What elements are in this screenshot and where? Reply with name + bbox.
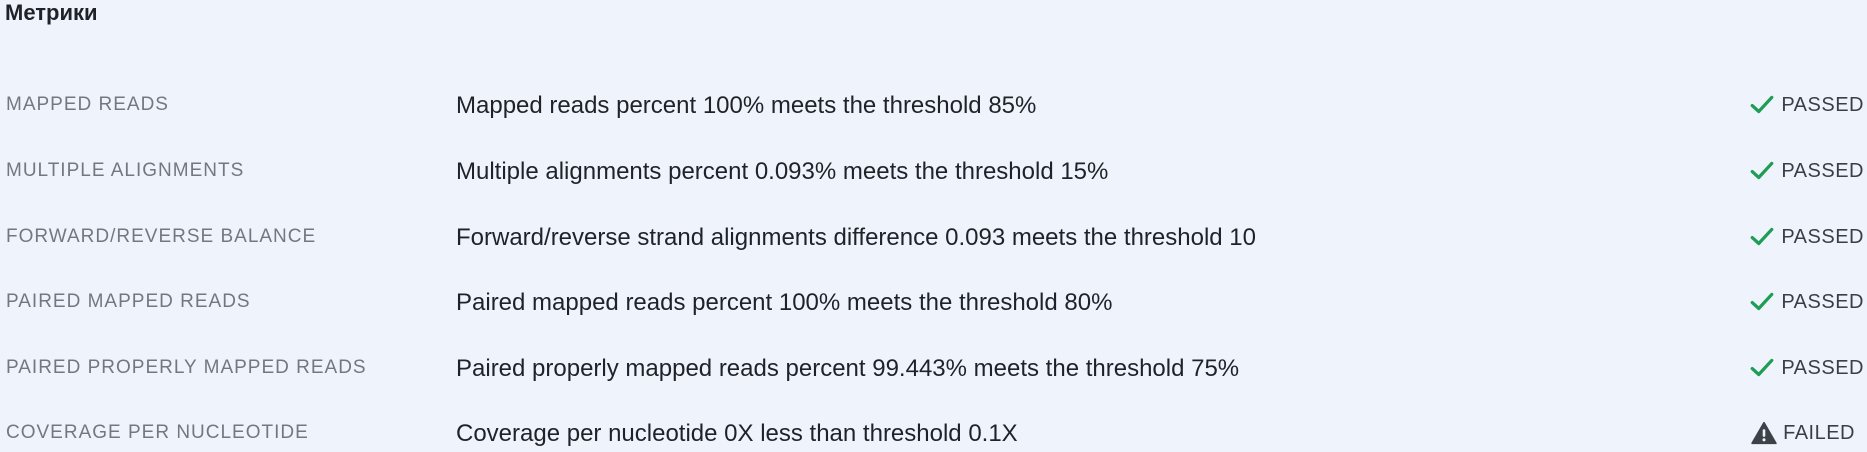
- metric-row-mapped-reads: MAPPED READS Mapped reads percent 100% m…: [0, 84, 1867, 124]
- status-badge: FAILED: [1751, 420, 1855, 446]
- metric-row-coverage-per-nucleotide: COVERAGE PER NUCLEOTIDE Coverage per nuc…: [0, 412, 1867, 452]
- status-badge: PASSED: [1749, 224, 1864, 250]
- status-badge: PASSED: [1749, 355, 1864, 381]
- status-label: FAILED: [1783, 421, 1855, 444]
- status-badge: PASSED: [1749, 92, 1864, 118]
- check-icon: [1750, 358, 1774, 377]
- check-icon: [1750, 292, 1774, 311]
- metric-name: MAPPED READS: [6, 94, 169, 115]
- metric-name: COVERAGE PER NUCLEOTIDE: [6, 422, 309, 443]
- status-label: PASSED: [1781, 225, 1864, 248]
- metric-description: Coverage per nucleotide 0X less than thr…: [456, 420, 1018, 447]
- metric-name: MULTIPLE ALIGNMENTS: [6, 160, 245, 181]
- status-label: PASSED: [1781, 356, 1864, 379]
- metric-name: PAIRED MAPPED READS: [6, 291, 251, 312]
- status-label: PASSED: [1781, 93, 1864, 116]
- section-title: Метрики: [5, 0, 98, 25]
- metric-description: Paired properly mapped reads percent 99.…: [456, 355, 1240, 382]
- metric-description: Paired mapped reads percent 100% meets t…: [456, 289, 1113, 316]
- status-badge: PASSED: [1749, 289, 1864, 315]
- metric-description: Forward/reverse strand alignments differ…: [456, 224, 1256, 251]
- check-icon: [1750, 95, 1774, 114]
- status-label: PASSED: [1781, 290, 1864, 313]
- metric-description: Mapped reads percent 100% meets the thre…: [456, 92, 1037, 119]
- metric-row-forward-reverse-balance: FORWARD/REVERSE BALANCE Forward/reverse …: [0, 216, 1867, 256]
- metric-name: PAIRED PROPERLY MAPPED READS: [6, 357, 367, 378]
- metric-description: Multiple alignments percent 0.093% meets…: [456, 158, 1109, 185]
- status-badge: PASSED: [1749, 158, 1864, 184]
- metric-row-multiple-alignments: MULTIPLE ALIGNMENTS Multiple alignments …: [0, 150, 1867, 190]
- metric-row-paired-properly-mapped-reads: PAIRED PROPERLY MAPPED READS Paired prop…: [0, 347, 1867, 387]
- metric-name: FORWARD/REVERSE BALANCE: [6, 226, 317, 247]
- metric-row-paired-mapped-reads: PAIRED MAPPED READS Paired mapped reads …: [0, 281, 1867, 321]
- check-icon: [1750, 227, 1774, 246]
- warning-icon: [1751, 421, 1777, 445]
- status-label: PASSED: [1781, 159, 1864, 182]
- check-icon: [1750, 161, 1774, 180]
